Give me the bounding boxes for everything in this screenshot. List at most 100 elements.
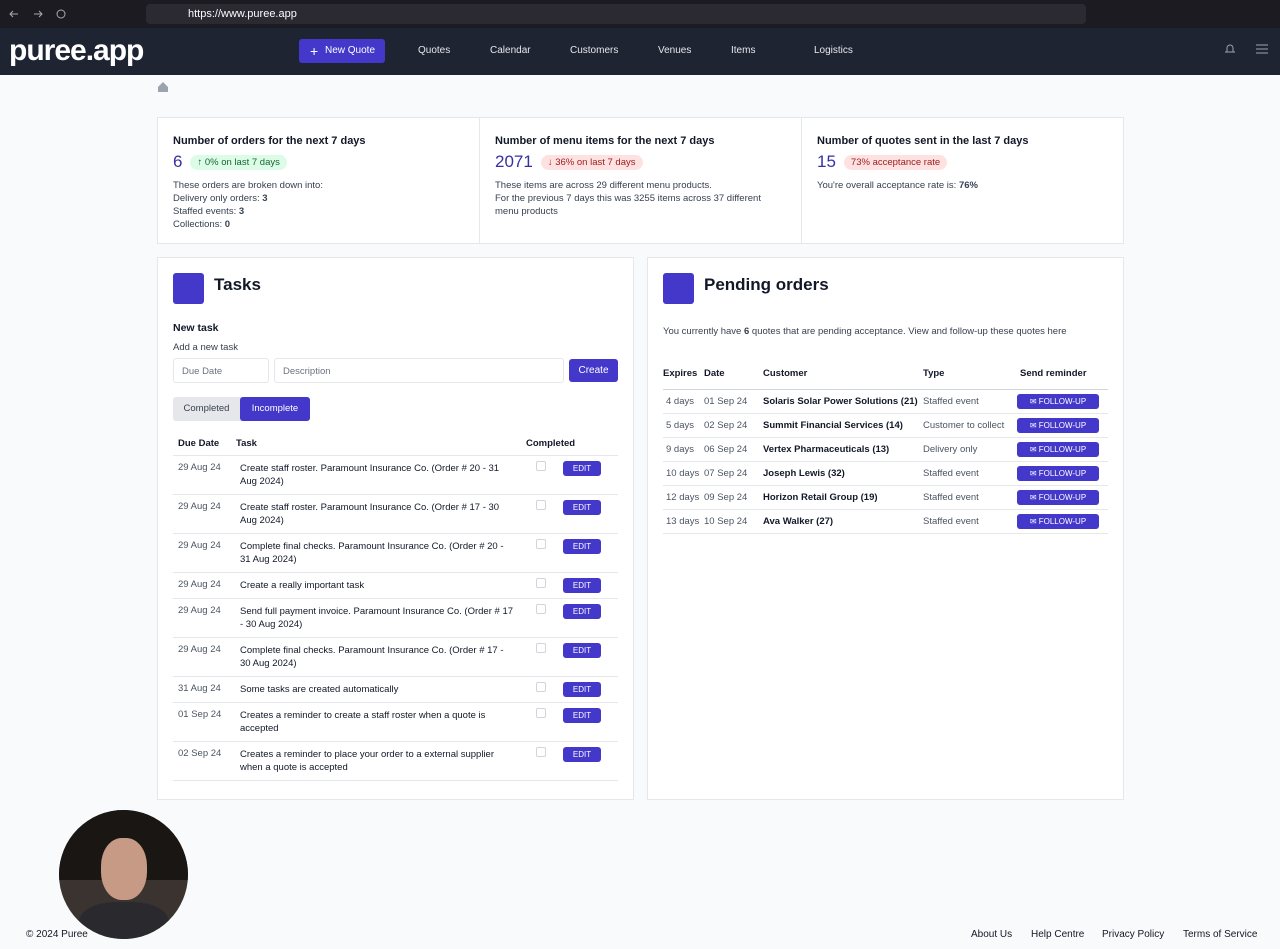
task-date: 02 Sep 24	[178, 748, 222, 759]
task-date: 29 Aug 24	[178, 644, 221, 655]
nav-link[interactable]: Calendar	[490, 45, 531, 56]
completed-checkbox[interactable]	[536, 682, 546, 692]
completed-checkbox[interactable]	[536, 461, 546, 471]
follow-up-button[interactable]: ✉ FOLLOW-UP	[1017, 394, 1099, 409]
pending-cell: Customer to collect	[923, 420, 1005, 431]
task-text: Complete final checks. Paramount Insuran…	[240, 541, 504, 565]
pending-intro: You currently have 6 quotes that are pen…	[663, 326, 1067, 337]
column-header: Completed	[521, 438, 618, 456]
pending-cell: Staffed event	[923, 396, 979, 407]
column-header: Send reminder	[1020, 368, 1108, 390]
edit-button[interactable]: EDIT	[563, 682, 601, 697]
tab-completed[interactable]: Completed	[183, 403, 230, 414]
column-header: Type	[923, 368, 1020, 390]
task-row: 29 Aug 24 Complete final checks. Paramoun…	[173, 534, 618, 573]
follow-up-button[interactable]: ✉ FOLLOW-UP	[1017, 442, 1099, 457]
stat-line-text: These orders are broken down into:	[173, 180, 323, 191]
footer-link[interactable]: Terms of Service	[1183, 929, 1258, 940]
description-placeholder: Description	[283, 366, 331, 377]
stat-badge: ↑ 0% on last 7 days	[190, 154, 287, 170]
edit-button[interactable]: EDIT	[563, 539, 601, 554]
nav-link[interactable]: Quotes	[418, 45, 451, 56]
nav-icons[interactable]	[1222, 42, 1272, 56]
create-button[interactable]: Create	[569, 359, 618, 382]
edit-button[interactable]: EDIT	[563, 747, 601, 762]
stat-value: 6	[173, 152, 183, 171]
home-icon[interactable]	[157, 81, 169, 93]
task-actions: EDIT	[521, 573, 618, 599]
edit-button[interactable]: EDIT	[563, 708, 601, 723]
edit-button[interactable]: EDIT	[563, 461, 601, 476]
url-bar[interactable]: https://www.puree.app	[146, 4, 1086, 24]
completed-checkbox[interactable]	[536, 708, 546, 718]
completed-checkbox[interactable]	[536, 604, 546, 614]
intro-text: quotes that are pending acceptance. View…	[749, 326, 1067, 337]
pending-table: Expires Date Customer Type Send reminder 4 da…	[663, 368, 1108, 534]
task-date: 29 Aug 24	[178, 540, 221, 551]
follow-up-button[interactable]: ✉ FOLLOW-UP	[1017, 490, 1099, 505]
stat-card: Number of menu items for the next 7 days…	[479, 117, 802, 244]
stat-line-value: 0	[224, 219, 231, 230]
edit-button[interactable]: EDIT	[563, 578, 601, 593]
reminder-cell: ✉ FOLLOW-UP	[1017, 486, 1108, 510]
pending-cell: Summit Financial Services (14)	[763, 420, 903, 431]
badge-text: 73% acceptance rate	[850, 156, 941, 168]
new-task-heading: New task	[173, 322, 219, 334]
completed-checkbox[interactable]	[536, 578, 546, 588]
pending-cell: 01 Sep 24	[704, 396, 748, 407]
completed-checkbox[interactable]	[536, 539, 546, 549]
reminder-cell: ✉ FOLLOW-UP	[1017, 462, 1108, 486]
footer-link[interactable]: About Us	[971, 929, 1013, 940]
intro-count: 6	[743, 326, 750, 337]
header-row: Expires Date Customer Type Send reminder	[663, 368, 1108, 390]
pending-title: Pending orders	[704, 275, 829, 294]
follow-up-label: FOLLOW-UP	[1038, 445, 1087, 454]
nav-link[interactable]: Venues	[658, 45, 692, 56]
pending-cell: Staffed event	[923, 468, 979, 479]
task-text: Create a really important task	[240, 580, 365, 591]
header-row: Due Date Task Completed	[173, 438, 618, 456]
edit-button[interactable]: EDIT	[563, 604, 601, 619]
stat-card: Number of quotes sent in the last 7 days…	[801, 117, 1124, 244]
pending-cell: Delivery only	[923, 444, 978, 455]
stat-line-value: 76%	[958, 180, 978, 191]
description-input[interactable]: Description	[274, 358, 564, 383]
task-text: Some tasks are created automatically	[240, 684, 399, 695]
nav-link[interactable]: Customers	[570, 45, 619, 56]
edit-button[interactable]: EDIT	[563, 500, 601, 515]
tasks-title: Tasks	[214, 275, 261, 294]
edit-button[interactable]: EDIT	[563, 643, 601, 658]
footer-link[interactable]: Privacy Policy	[1102, 929, 1165, 940]
follow-up-label: FOLLOW-UP	[1038, 517, 1087, 526]
pending-cell: 06 Sep 24	[704, 444, 748, 455]
task-text: Creates a reminder to create a staff ros…	[240, 710, 486, 734]
follow-up-label: FOLLOW-UP	[1038, 493, 1087, 502]
pending-cell: Solaris Solar Power Solutions (21)	[763, 396, 918, 407]
follow-up-button[interactable]: ✉ FOLLOW-UP	[1017, 466, 1099, 481]
due-date-input[interactable]: Due Date	[173, 358, 269, 383]
task-date: 01 Sep 24	[178, 709, 222, 720]
nav-link[interactable]: Logistics	[814, 45, 853, 56]
nav-link[interactable]: Items	[731, 45, 756, 56]
task-date: 29 Aug 24	[178, 462, 221, 473]
follow-up-button[interactable]: ✉ FOLLOW-UP	[1017, 418, 1099, 433]
stat-title: Number of menu items for the next 7 days	[495, 135, 715, 147]
browser-nav-icons[interactable]	[8, 7, 68, 21]
pending-cell: 5 days	[666, 420, 694, 431]
pending-row: 4 days 01 Sep 24 Solaris Solar Power Solut…	[663, 390, 1108, 414]
stat-badge: 73% acceptance rate	[843, 154, 948, 170]
task-actions: EDIT	[521, 456, 618, 495]
follow-up-button[interactable]: ✉ FOLLOW-UP	[1017, 514, 1099, 529]
column-header: Task	[231, 438, 521, 456]
logo[interactable]: puree.app	[9, 34, 144, 67]
completed-checkbox[interactable]	[536, 643, 546, 653]
pending-cell: 10 Sep 24	[704, 516, 748, 527]
tab-incomplete[interactable]: Incomplete	[240, 397, 310, 421]
new-quote-button[interactable]: + New Quote	[299, 39, 385, 63]
column-header: Date	[704, 368, 763, 390]
completed-checkbox[interactable]	[536, 500, 546, 510]
footer-link[interactable]: Help Centre	[1031, 929, 1085, 940]
pending-cell: Joseph Lewis (32)	[763, 468, 845, 479]
completed-checkbox[interactable]	[536, 747, 546, 757]
pending-cell: Vertex Pharmaceuticals (13)	[763, 444, 890, 455]
